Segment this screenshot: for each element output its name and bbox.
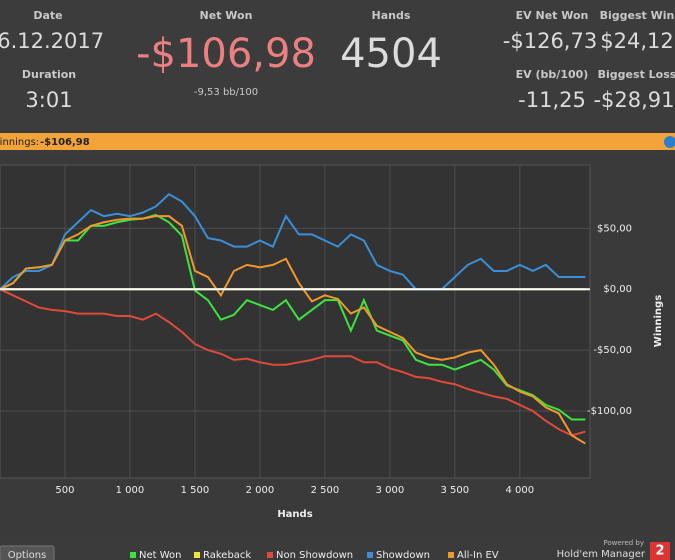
legend-label: Non Showdown (276, 550, 353, 560)
series-line (0, 215, 586, 445)
date: 26.12.2017 (0, 29, 104, 53)
legend-label: All-In EV (457, 550, 499, 560)
banner-label: Winnings: (0, 137, 39, 148)
x-tick-label: 2 500 (311, 485, 340, 496)
version: 2 (655, 544, 664, 559)
net-won: -$106,98 (136, 31, 316, 77)
duration-label: Duration (22, 68, 76, 81)
y-tick-label: $50,00 (597, 223, 632, 234)
y-tick-label: -$50,00 (593, 345, 632, 356)
banner-value: -$106,98 (40, 137, 90, 148)
series-line (0, 192, 586, 291)
ev-bb-label: EV (bb/100) (516, 68, 589, 81)
x-tick-label: 3 500 (441, 485, 470, 496)
brand: Hold'em Manager (557, 549, 646, 560)
version-badge (650, 542, 670, 560)
biggest-loss: -$28,91 (593, 88, 674, 112)
plot-area (0, 164, 591, 479)
legend-swatch (367, 552, 373, 558)
x-tick-label: 3 000 (376, 485, 405, 496)
ev-bb: -11,25 (518, 88, 586, 112)
legend-label: Rakeback (203, 550, 251, 560)
legend-swatch (130, 552, 136, 558)
duration: 3:01 (25, 88, 72, 112)
series-line (0, 288, 586, 437)
hands-label: Hands (372, 9, 411, 22)
biggest-win: $24,12 (600, 29, 673, 53)
header-bg (0, 0, 675, 132)
y-tick-label: $0,00 (603, 284, 632, 295)
series-line (0, 213, 586, 421)
date-label: Date (33, 9, 62, 22)
biggest-win-label: Biggest Win (600, 9, 675, 22)
x-axis-title: Hands (277, 509, 312, 520)
legend-swatch (267, 552, 273, 558)
legend-label: Net Won (139, 550, 182, 560)
y-axis-title: Winnings (653, 295, 664, 347)
ev-net-won-label: EV Net Won (516, 9, 589, 22)
x-tick-label: 1 500 (181, 485, 210, 496)
legend-label: Showdown (376, 550, 430, 560)
net-won-bb: -9,53 bb/100 (194, 87, 258, 98)
legend-swatch (448, 552, 454, 558)
hands: 4504 (340, 31, 442, 77)
options-text[interactable]: Options (8, 550, 47, 560)
options-button[interactable] (0, 545, 55, 560)
x-tick-label: 500 (55, 485, 74, 496)
legend-swatch (194, 552, 200, 558)
powered-by: Powered by (603, 539, 644, 547)
net-won-label: Net Won (200, 9, 253, 22)
banner (0, 133, 675, 150)
x-tick-label: 2 000 (246, 485, 275, 496)
x-tick-label: 4 000 (506, 485, 535, 496)
x-tick-label: 1 000 (116, 485, 145, 496)
biggest-loss-label: Biggest Loss (598, 68, 675, 81)
y-tick-label: -$100,00 (587, 406, 632, 417)
help-icon[interactable] (664, 136, 675, 148)
ev-net-won: -$126,73 (503, 29, 597, 53)
